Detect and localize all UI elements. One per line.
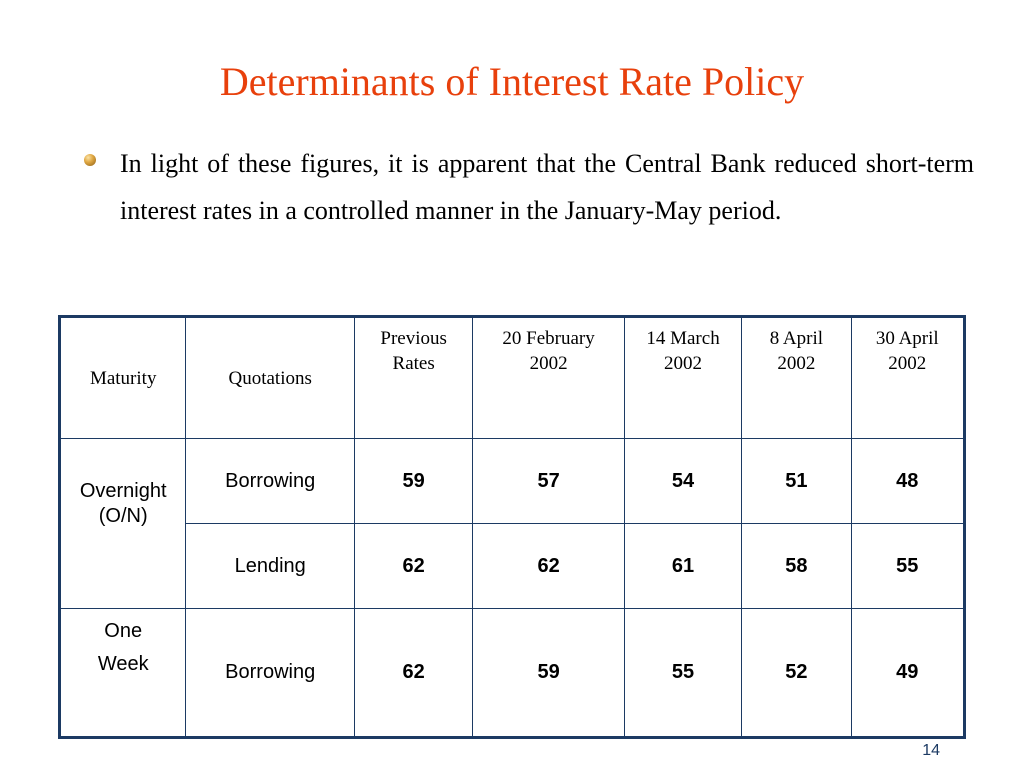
rate-cell: 54 xyxy=(623,438,743,524)
rate-cell: 52 xyxy=(741,608,852,738)
table-row: One Week Borrowing 62 59 55 52 49 xyxy=(58,608,966,738)
header-20-february-line2: 2002 xyxy=(529,353,568,374)
rate-cell: 58 xyxy=(741,523,852,609)
maturity-one-week-line1: One xyxy=(104,620,143,642)
header-20-february-line1: 20 February xyxy=(502,328,595,349)
rate-cell: 49 xyxy=(850,608,966,738)
header-14-march-2002: 14 March 2002 xyxy=(623,316,743,439)
maturity-overnight-line2: (O/N) xyxy=(98,505,148,527)
header-14-march-line1: 14 March xyxy=(646,328,720,349)
rate-cell: 51 xyxy=(741,438,852,524)
quotation-cell: Borrowing xyxy=(185,438,355,524)
rate-cell: 62 xyxy=(472,523,625,609)
header-8-april-line1: 8 April xyxy=(769,328,824,349)
maturity-one-week: One Week xyxy=(58,608,187,738)
header-8-april-line2: 2002 xyxy=(777,353,816,374)
table-row: Overnight (O/N) Borrowing 59 57 54 51 48 xyxy=(58,438,966,609)
header-30-april-2002: 30 April 2002 xyxy=(850,316,966,439)
quotation-cell: Borrowing xyxy=(185,608,355,738)
rate-cell: 48 xyxy=(850,438,966,524)
header-8-april-2002: 8 April 2002 xyxy=(741,316,852,439)
rate-cell: 59 xyxy=(472,608,625,738)
header-previous-rates-line2: Rates xyxy=(392,353,435,374)
header-30-april-line1: 30 April xyxy=(875,328,939,349)
rate-cell: 55 xyxy=(623,608,743,738)
header-previous-rates-line1: Previous xyxy=(380,328,447,349)
rate-cell: 55 xyxy=(850,523,966,609)
bullet-text: In light of these figures, it is apparen… xyxy=(120,149,974,225)
interest-rate-table: Maturity Quotations Previous Rates 20 Fe… xyxy=(58,315,966,739)
bullet-icon xyxy=(84,154,96,166)
maturity-overnight: Overnight (O/N) xyxy=(58,438,187,609)
table-row: Lending 62 62 61 58 55 xyxy=(60,523,966,609)
header-maturity: Maturity xyxy=(58,316,187,439)
header-14-march-line2: 2002 xyxy=(664,353,703,374)
rate-cell: 62 xyxy=(353,523,474,609)
header-20-february-2002: 20 February 2002 xyxy=(472,316,625,439)
table-header-row: Maturity Quotations Previous Rates 20 Fe… xyxy=(58,316,966,439)
rate-cell: 62 xyxy=(353,608,474,738)
slide-title: Determinants of Interest Rate Policy xyxy=(219,59,805,104)
header-previous-rates: Previous Rates xyxy=(353,316,474,439)
header-30-april-line2: 2002 xyxy=(888,353,927,374)
rate-cell: 59 xyxy=(353,438,474,524)
rate-cell: 61 xyxy=(623,523,743,609)
quotation-cell: Lending xyxy=(185,523,355,609)
maturity-one-week-line2: Week xyxy=(97,653,149,675)
page-number: 14 xyxy=(922,742,940,759)
maturity-overnight-line1: Overnight xyxy=(79,480,167,502)
rate-cell: 57 xyxy=(472,438,625,524)
header-quotations: Quotations xyxy=(185,316,355,439)
